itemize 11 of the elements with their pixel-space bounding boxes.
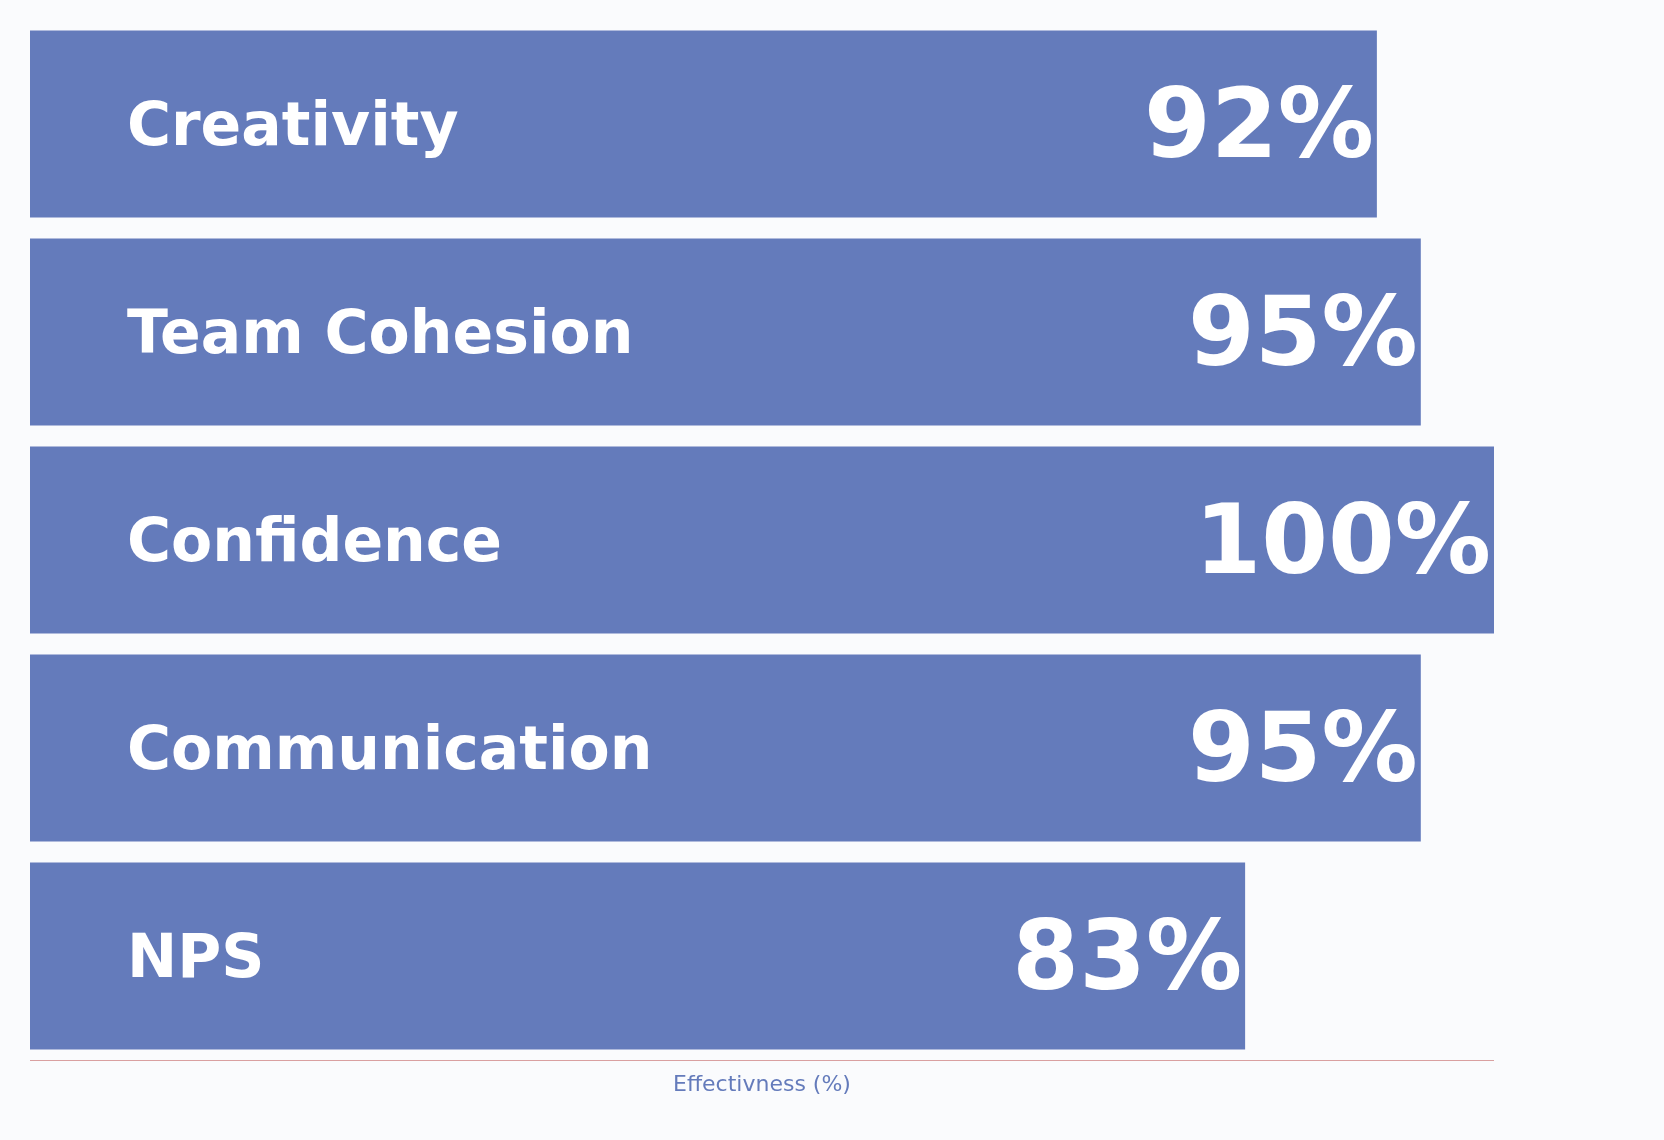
y-tick-label: Team Cohesion — [127, 297, 634, 367]
data-label: 95% — [1188, 276, 1418, 388]
data-label: 92% — [1144, 68, 1374, 180]
data-label: 100% — [1194, 484, 1491, 596]
y-tick-label: Communication — [127, 713, 653, 783]
y-tick-label: Confidence — [127, 505, 503, 575]
data-label: 95% — [1188, 692, 1418, 804]
y-tick-label: NPS — [127, 921, 265, 991]
x-axis-title: Effectivness (%) — [673, 1070, 851, 1096]
data-label: 83% — [1012, 900, 1243, 1012]
y-tick-label: Creativity — [127, 89, 459, 159]
